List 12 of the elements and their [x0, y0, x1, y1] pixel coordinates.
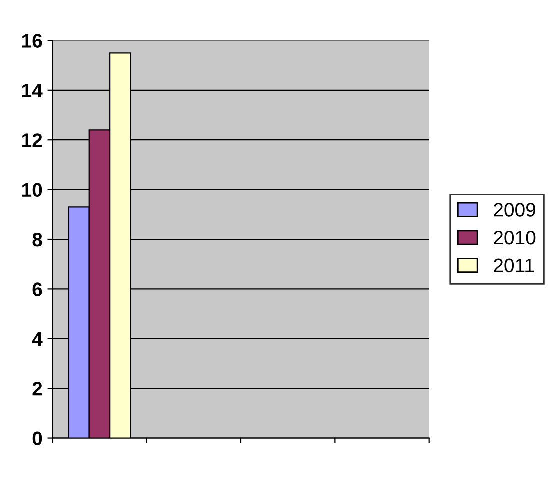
y-tick-label: 8 [32, 232, 42, 247]
legend-label: 2009 [494, 203, 536, 217]
y-tick-label: 0 [32, 432, 42, 446]
y-tick-label: 4 [32, 332, 43, 346]
y-tick-label: 6 [32, 282, 42, 296]
y-tick-label: 2 [32, 382, 42, 396]
legend-label: 2010 [494, 230, 536, 245]
y-tick-label: 16 [22, 34, 42, 48]
y-tick-label: 12 [22, 134, 42, 148]
y-tick-label: 14 [22, 84, 43, 98]
y-tick-label: 10 [22, 183, 42, 198]
legend-label: 2011 [494, 258, 534, 273]
